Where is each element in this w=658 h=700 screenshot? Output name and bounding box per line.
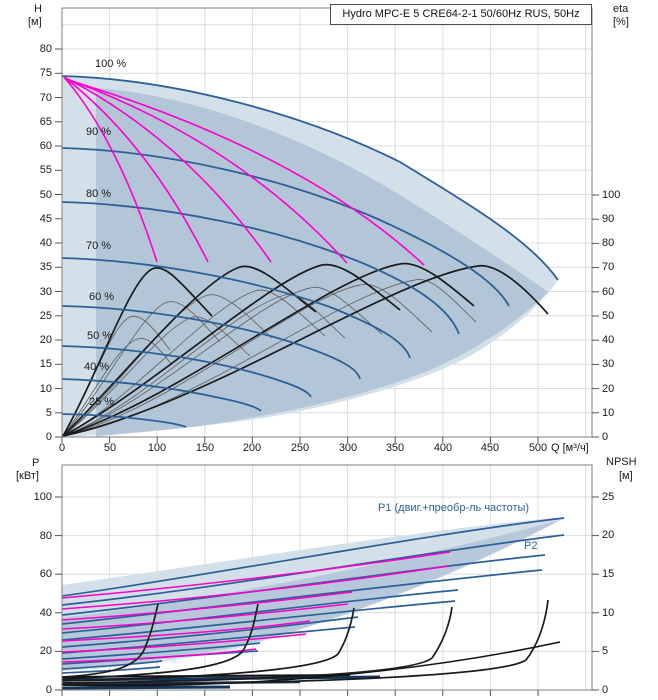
p-tick-label: 100 bbox=[33, 491, 52, 503]
eta-tick-label: 40 bbox=[602, 334, 615, 346]
p-tick-label: 20 bbox=[39, 645, 52, 657]
h-tick-label: 65 bbox=[39, 116, 52, 128]
h-tick-label: 35 bbox=[39, 261, 52, 273]
npsh-tick-label: 5 bbox=[602, 645, 609, 657]
eta-tick-label: 10 bbox=[602, 407, 615, 419]
q-tick-label: 250 bbox=[290, 442, 310, 454]
speed-label-25: 25 % bbox=[89, 396, 115, 408]
npsh-axis-unit: [м] bbox=[619, 470, 633, 482]
h-tick-label: 0 bbox=[45, 431, 52, 443]
p2-curve-label: P2 bbox=[524, 540, 538, 552]
h-tick-label: 10 bbox=[39, 383, 52, 395]
p-axis-unit: [кВт] bbox=[16, 470, 39, 482]
npsh-axis-name: NPSH bbox=[606, 456, 637, 468]
speed-label-50: 50 % bbox=[87, 330, 113, 342]
q-tick-label: 350 bbox=[385, 442, 405, 454]
q-axis-unit: Q [м³/ч] bbox=[551, 442, 589, 454]
p1-curve-label: P1 (двиг.+преобр-ль частоты) bbox=[378, 502, 530, 514]
speed-label-40: 40 % bbox=[84, 361, 110, 373]
q-tick-label: 200 bbox=[242, 442, 262, 454]
eta-tick-label: 60 bbox=[602, 286, 615, 298]
h-tick-label: 75 bbox=[39, 67, 52, 79]
chart-frames bbox=[61, 7, 593, 691]
iso-efficiency-lines bbox=[63, 76, 425, 266]
eta-axis-unit: [%] bbox=[613, 16, 629, 28]
eta-tick-label: 80 bbox=[602, 237, 615, 249]
top-operating-envelope-dark bbox=[96, 88, 548, 437]
bottom-operating-envelope-dark bbox=[62, 520, 560, 668]
q-tick-label: 0 bbox=[58, 442, 66, 454]
q-tick-label: 150 bbox=[195, 442, 215, 454]
speed-label-90: 90 % bbox=[86, 126, 112, 138]
p-axis-name: P bbox=[32, 457, 40, 469]
h-tick-label: 50 bbox=[39, 189, 52, 201]
h-tick-label: 80 bbox=[39, 43, 52, 55]
npsh-tick-label: 20 bbox=[602, 529, 615, 541]
h-tick-label: 70 bbox=[39, 92, 52, 104]
p-tick-label: 40 bbox=[39, 607, 52, 619]
speed-label-70: 70 % bbox=[86, 240, 112, 252]
speed-label-60: 60 % bbox=[89, 291, 115, 303]
eta-tick-label: 90 bbox=[602, 213, 615, 225]
h-axis-name: H bbox=[34, 3, 42, 15]
eta-tick-label: 50 bbox=[602, 310, 615, 322]
chart-title: Hydro MPC-E 5 CRE64-2-1 50/60Hz RUS, 50H… bbox=[330, 4, 592, 25]
npsh-tick-label: 0 bbox=[602, 684, 609, 696]
eta-tick-label: 0 bbox=[602, 431, 609, 443]
h-tick-label: 40 bbox=[39, 237, 52, 249]
npsh-curves bbox=[61, 599, 549, 686]
q-tick-label: 400 bbox=[433, 442, 453, 454]
qh-speed-curves bbox=[61, 75, 559, 428]
p-tick-label: 60 bbox=[39, 568, 52, 580]
eta-curves-reduced-speed bbox=[62, 278, 477, 437]
axis-ticks bbox=[55, 48, 599, 696]
eta-tick-label: 30 bbox=[602, 358, 615, 370]
p-tick-label: 0 bbox=[45, 684, 52, 696]
power-curves-magenta bbox=[61, 551, 451, 663]
speed-label-100: 100 % bbox=[95, 58, 127, 70]
speed-label-80: 80 % bbox=[86, 188, 112, 200]
eta-tick-label: 100 bbox=[602, 189, 621, 201]
npsh-tick-label: 10 bbox=[602, 607, 615, 619]
h-axis-unit: [м] bbox=[28, 16, 42, 28]
h-tick-label: 20 bbox=[39, 334, 52, 346]
h-tick-label: 60 bbox=[39, 140, 52, 152]
h-tick-label: 55 bbox=[39, 164, 52, 176]
h-tick-label: 15 bbox=[39, 358, 52, 370]
q-tick-label: 50 bbox=[103, 442, 117, 454]
h-tick-label: 25 bbox=[39, 310, 52, 322]
eta-tick-label: 20 bbox=[602, 383, 615, 395]
h-tick-label: 30 bbox=[39, 286, 52, 298]
q-tick-label: 100 bbox=[147, 442, 167, 454]
q-tick-label: 300 bbox=[338, 442, 358, 454]
h-tick-label: 45 bbox=[39, 213, 52, 225]
eta-tick-label: 70 bbox=[602, 261, 615, 273]
h-tick-label: 5 bbox=[45, 407, 52, 419]
q-tick-label: 500 bbox=[528, 442, 548, 454]
eta-axis-name: eta bbox=[613, 3, 629, 15]
q-tick-label: 450 bbox=[480, 442, 500, 454]
p-tick-label: 80 bbox=[39, 530, 52, 542]
npsh-tick-label: 25 bbox=[602, 491, 615, 503]
npsh-tick-label: 15 bbox=[602, 568, 615, 580]
